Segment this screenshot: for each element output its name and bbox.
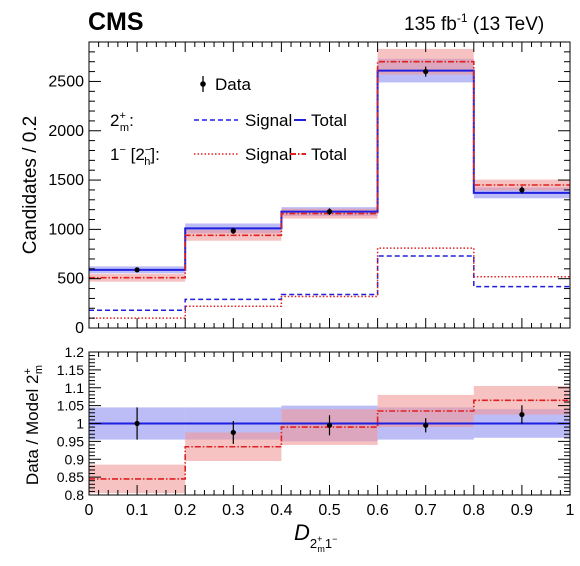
x-tick-label: 0.8 [463,502,485,519]
legend-model-a-label: 2+ m: [110,110,134,134]
data-point-3 [423,422,429,428]
legend-model-b-label: 1− [2− h]: [110,144,160,168]
y-tick-label: 500 [57,271,84,288]
series-line-signal-model-b [89,247,570,319]
ratio-uncertainty-bands [89,385,570,494]
legend-data-label: Data [215,75,251,94]
ratio-y-axis-label: Data / Model 2+m [22,365,45,485]
ratio-frame [88,351,571,496]
y-tick-label: 1.2 [65,344,85,360]
y-tick-label: 1500 [48,172,84,189]
main-uncertainty-bands [89,48,570,282]
main-data-points [134,66,525,273]
series-line-signal-model-a [89,255,570,311]
x-tick-label: 0.2 [174,502,196,519]
legend-model-a-total-label: Total [311,111,347,130]
x-tick-label: 0.5 [318,502,340,519]
x-tick-label: 0.7 [415,502,437,519]
y-tick-label: 2500 [48,73,84,90]
experiment-label: CMS [88,8,144,36]
x-tick-label: 0.6 [366,502,388,519]
y-tick-label: 0.95 [57,433,84,449]
y-tick-label: 0.9 [65,451,85,467]
x-axis-label: D2+ m1− [294,520,337,554]
y-tick-label: 2000 [48,123,84,140]
data-point-0 [134,267,140,273]
y-tick-label: 0.85 [57,469,84,485]
y-tick-label: 1 [76,416,84,432]
data-point-2 [326,209,333,215]
legend: Data 2+ m: Signal Total 1− [2− h]: Signal … [110,75,347,168]
main-y-axis-label: Candidates / 0.2 [20,116,41,254]
data-point-1 [230,228,236,234]
legend-model-b-signal-label: Signal [245,145,292,164]
x-tick-label: 0.1 [126,502,148,519]
series-line-total-model-b [89,60,570,279]
x-tick-label: 0.3 [222,502,244,519]
luminosity-label: 135 fb-1 (13 TeV) [404,11,544,35]
y-tick-label: 0 [75,320,84,337]
y-tick-label: 1.1 [65,380,85,396]
legend-model-a-signal-label: Signal [245,111,292,130]
x-tick-label: 0 [85,502,94,519]
series-line-total-model-a [89,69,570,271]
ratio-axes: 0 0.1 0.2 0.3 0.4 0.5 0.6 0.7 0.8 0.9 1 0.8 0.85 0.9 0… [57,344,575,519]
data-point-0 [134,420,140,427]
data-point-2 [326,422,333,428]
legend-model-b-total-label: Total [311,145,347,164]
x-tick-label: 0.9 [511,502,533,519]
main-frame [88,41,571,329]
data-point-1 [230,429,236,436]
data-point-4 [519,411,525,418]
data-point-4 [519,187,525,193]
x-tick-label: 0.4 [270,502,292,519]
y-tick-label: 1000 [48,221,84,238]
x-tick-label: 1 [566,502,575,519]
y-tick-label: 1.15 [57,362,84,378]
legend-data-marker [200,76,206,92]
y-tick-label: 1.05 [57,398,84,414]
data-point-3 [423,68,429,75]
y-tick-label: 0.8 [65,487,85,503]
main-axes: 0 500 1000 1500 2000 2500 [48,41,571,337]
ratio-data-points [134,405,525,444]
